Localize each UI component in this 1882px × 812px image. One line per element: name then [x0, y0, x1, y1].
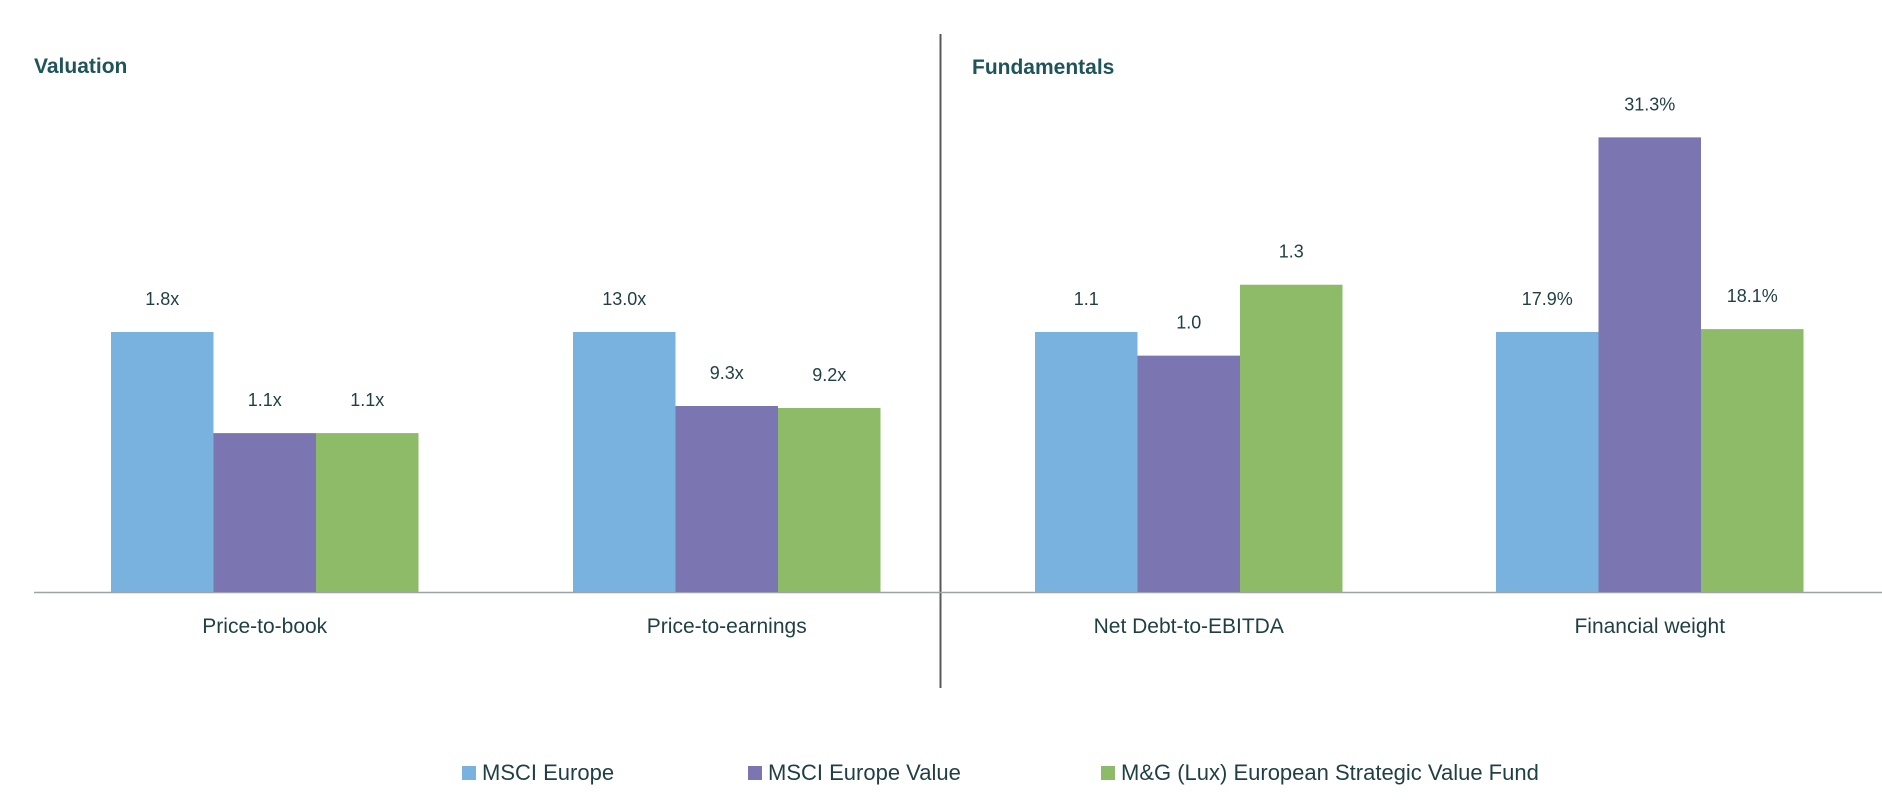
category-label-financial-weight: Financial weight [1574, 615, 1725, 638]
bar-price-to-book-msci-europe-value [213, 433, 316, 592]
value-label-price-to-book-msci-europe-value: 1.1x [248, 390, 282, 410]
legend-swatch-msci-europe-value [748, 766, 762, 780]
value-label-price-to-book-m-g-lux-european-strategic-value-fund: 1.1x [350, 390, 384, 410]
value-label-price-to-book-msci-europe: 1.8x [145, 289, 179, 309]
value-label-price-to-earnings-msci-europe: 13.0x [602, 289, 646, 309]
bar-price-to-book-m-g-lux-european-strategic-value-fund [316, 433, 419, 592]
value-label-net-debt-to-ebitda-msci-europe: 1.1 [1074, 289, 1099, 309]
category-label-price-to-earnings: Price-to-earnings [647, 615, 807, 638]
legend-label-msci-europe-value: MSCI Europe Value [768, 760, 961, 785]
bar-financial-weight-msci-europe-value [1598, 137, 1701, 592]
legend-item-mg-fund: M&G (Lux) European Strategic Value Fund [1101, 760, 1539, 786]
panel-title-valuation: Valuation [34, 55, 127, 78]
bar-net-debt-to-ebitda-m-g-lux-european-strategic-value-fund [1240, 284, 1343, 592]
legend-label-mg-fund: M&G (Lux) European Strategic Value Fund [1121, 760, 1539, 785]
value-label-price-to-earnings-msci-europe-value: 9.3x [710, 363, 744, 383]
value-labels-group: 1.8x 1.1x 1.1x 13.0x 9.3x 9.2x 1.1 1.0 1.3 17.9% 3… [145, 94, 1778, 410]
legend: MSCI Europe MSCI Europe Value M&G (Lux) … [0, 760, 1882, 790]
legend-swatch-msci-europe [462, 766, 476, 780]
value-label-financial-weight-m-g-lux-european-strategic-value-fund: 18.1% [1727, 286, 1778, 306]
legend-swatch-mg-fund [1101, 766, 1115, 780]
bar-price-to-earnings-msci-europe [573, 332, 676, 592]
legend-item-msci-europe-value: MSCI Europe Value [748, 760, 961, 786]
bar-net-debt-to-ebitda-msci-europe [1035, 332, 1138, 592]
bar-financial-weight-msci-europe [1496, 332, 1599, 592]
value-label-financial-weight-msci-europe-value: 31.3% [1624, 94, 1675, 114]
category-labels-group: Price-to-book Price-to-earnings Net Debt-t… [202, 615, 1725, 638]
chart-canvas: Valuation Fundamentals 1.8x 1.1x 1.1x 13.0x… [34, 34, 1882, 688]
value-label-price-to-earnings-m-g-lux-european-strategic-value-fund: 9.2x [812, 365, 846, 385]
bars-group [111, 137, 1804, 592]
bar-net-debt-to-ebitda-msci-europe-value [1137, 355, 1240, 592]
panel-title-fundamentals: Fundamentals [972, 56, 1114, 79]
bar-price-to-book-msci-europe [111, 332, 214, 592]
legend-item-msci-europe: MSCI Europe [462, 760, 614, 786]
bar-price-to-earnings-m-g-lux-european-strategic-value-fund [778, 408, 881, 592]
bar-price-to-earnings-msci-europe-value [675, 406, 778, 592]
value-label-financial-weight-msci-europe: 17.9% [1522, 289, 1573, 309]
bar-financial-weight-m-g-lux-european-strategic-value-fund [1701, 329, 1804, 592]
category-label-net-debt-to-ebitda: Net Debt-to-EBITDA [1094, 615, 1284, 638]
value-label-net-debt-to-ebitda-msci-europe-value: 1.0 [1176, 313, 1201, 333]
legend-label-msci-europe: MSCI Europe [482, 760, 615, 785]
value-label-net-debt-to-ebitda-m-g-lux-european-strategic-value-fund: 1.3 [1279, 242, 1304, 262]
category-label-price-to-book: Price-to-book [202, 615, 327, 638]
